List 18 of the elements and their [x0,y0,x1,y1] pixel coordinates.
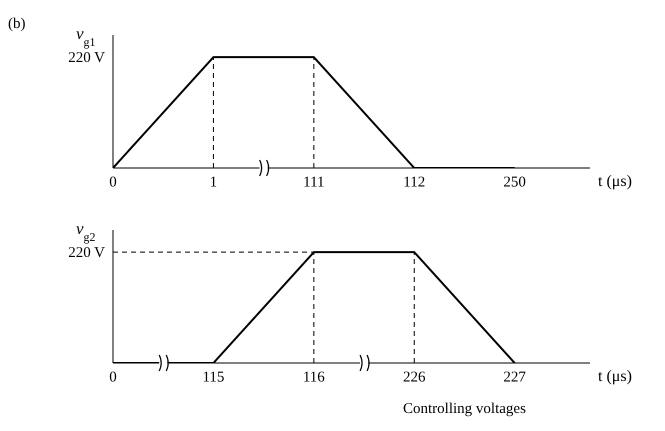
text: 220 V [68,245,106,262]
x-tick-label: 227 [503,370,526,386]
y-axis-title: ν$_{g1}$ [76,24,96,49]
x-tick-label: 115 [202,370,224,386]
x-tick-label: 111 [303,174,325,191]
x-tick-label: 112 [403,174,426,191]
x-tick-label: 226 [403,370,426,386]
x-tick-label: 116 [302,370,326,386]
text: 220 V [68,50,106,66]
x-axis-title: t (μs) [598,368,632,385]
x-tick-label: 250 [503,174,526,191]
text: Controlling voltages [403,401,526,418]
y-axis-title: ν$_{g2}$ [76,219,96,244]
x-tick-label: 0 [109,370,117,386]
x-axis-title: t (μs) [598,173,632,190]
text: (b) [8,16,26,33]
x-tick-label: 1 [210,174,218,191]
x-tick-label: 0 [109,174,117,191]
